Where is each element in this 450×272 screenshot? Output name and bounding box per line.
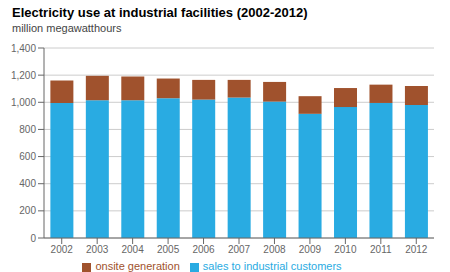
- html-text:Electricity use at industrial: Electricity use at industrial facilities…: [12, 5, 308, 20]
- svg-text:2006: 2006: [192, 244, 215, 255]
- svg-text:2010: 2010: [334, 244, 357, 255]
- svg-text:2009: 2009: [299, 244, 322, 255]
- svg-text:2003: 2003: [86, 244, 109, 255]
- svg-text:200: 200: [19, 205, 36, 216]
- svg-text:800: 800: [19, 124, 36, 135]
- svg-text:1,200: 1,200: [11, 70, 36, 81]
- svg-text:400: 400: [19, 178, 36, 189]
- svg-text:0: 0: [30, 233, 36, 244]
- svg-text:2007: 2007: [228, 244, 251, 255]
- html-text:onsite generation: onsite generation: [95, 260, 180, 272]
- svg-text:2008: 2008: [263, 244, 286, 255]
- svg-text:2012: 2012: [405, 244, 428, 255]
- svg-text:1,000: 1,000: [11, 97, 36, 108]
- svg-text:600: 600: [19, 151, 36, 162]
- svg-text:2002: 2002: [51, 244, 74, 255]
- svg-text:1,400: 1,400: [11, 43, 36, 54]
- svg-text:2004: 2004: [122, 244, 145, 255]
- html-text:sales to industrial customers: sales to industrial customers: [202, 260, 342, 272]
- svg-text:2011: 2011: [370, 244, 392, 255]
- html-text:million megawatthours: million megawatthours: [12, 22, 122, 34]
- svg-text:2005: 2005: [157, 244, 180, 255]
